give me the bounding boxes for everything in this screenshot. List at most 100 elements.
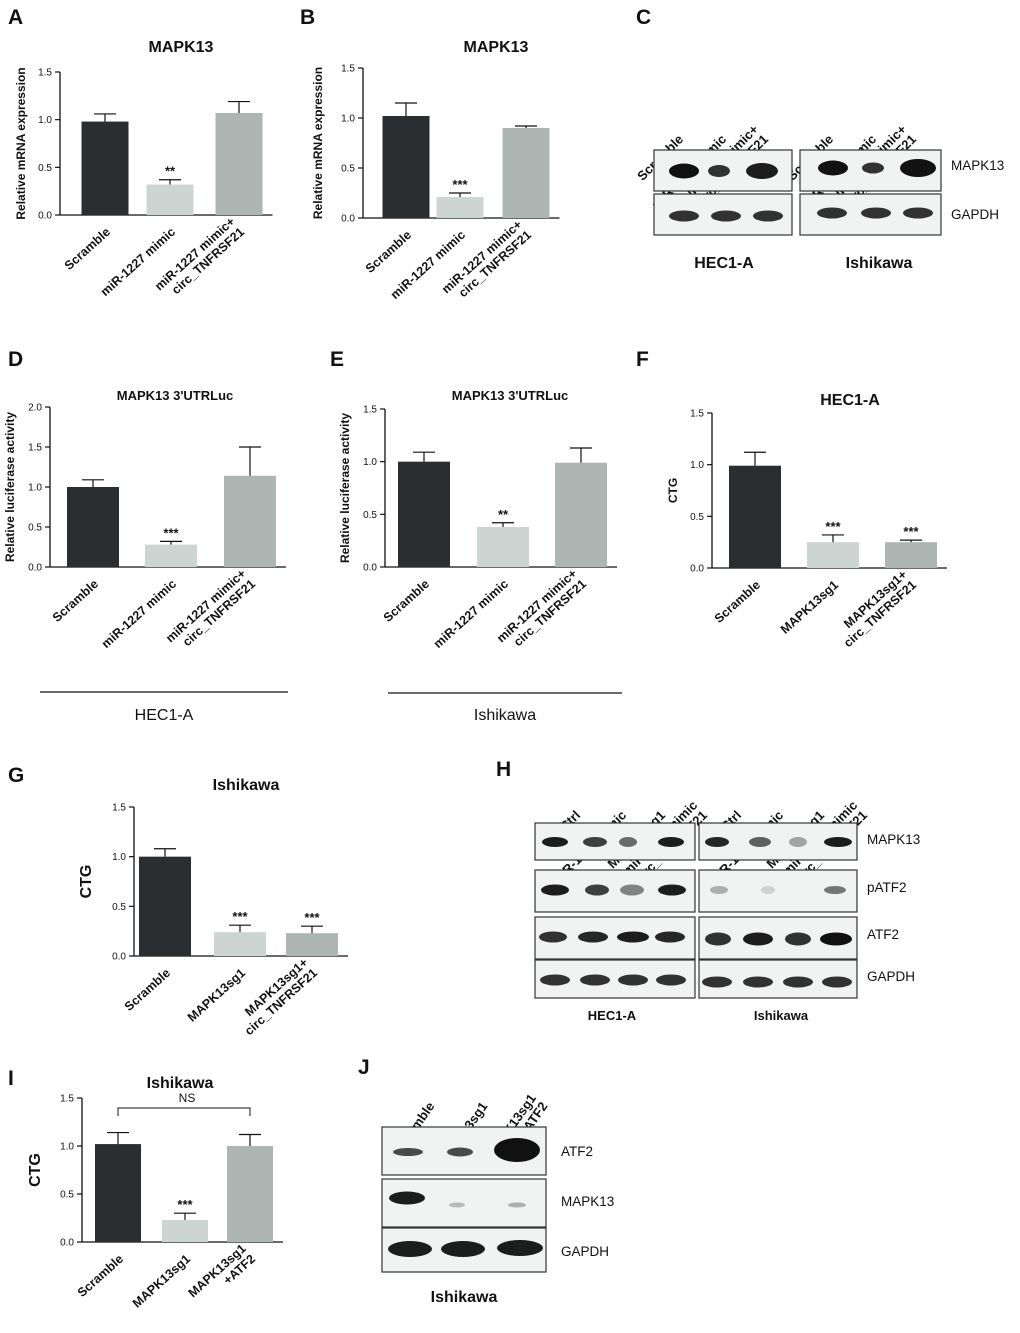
blot-band	[580, 974, 610, 986]
blot-band	[441, 1241, 485, 1257]
y-axis-label: CTG	[27, 1153, 44, 1187]
bar	[146, 184, 194, 215]
significance-label: ***	[903, 524, 919, 539]
blot-band	[449, 1202, 465, 1208]
blot-band	[658, 884, 686, 896]
blot-band	[746, 163, 778, 179]
chart-title: MAPK13 3'UTRLuc	[117, 388, 234, 403]
blot-band	[708, 165, 730, 177]
x-tick-label-line: MAPK13sg1	[130, 1252, 193, 1311]
chart-panel-i: I Ishikawa 0.0 0.5 1.0 1.5 CTG Scramble *** MAPK1…	[8, 1067, 283, 1311]
chart-panel-g: G Ishikawa 0.0 0.5 1.0 1.5 CTG Scramble *** MAPK1…	[8, 764, 348, 1038]
blot-band	[711, 210, 741, 222]
y-tick-label: 1.0	[60, 1142, 74, 1153]
x-tick-label-line: Scramble	[62, 225, 113, 273]
y-tick-label: 0.5	[341, 164, 355, 175]
y-tick-label: 1.0	[28, 483, 42, 494]
significance-label: ***	[163, 525, 179, 540]
cell-line-label: HEC1-A	[588, 1008, 637, 1023]
significance-label: ***	[304, 910, 320, 925]
blot-band	[824, 837, 852, 847]
x-tick-label: Scramble	[122, 966, 173, 1014]
x-tick-label: miR-1227 mimic+circ_TNFRSF21	[494, 566, 589, 649]
blot-band	[903, 207, 933, 219]
y-axis-label: CTG	[666, 478, 680, 503]
y-tick-label: 0.5	[38, 163, 52, 174]
chart-title: MAPK13 3'UTRLuc	[452, 388, 569, 403]
x-tick-label: Scramble	[62, 225, 113, 273]
x-tick-label: Scramble	[712, 578, 763, 626]
blot-band	[541, 884, 569, 896]
blot-band	[583, 837, 607, 847]
panel-label: H	[496, 758, 511, 781]
blot-band	[618, 974, 648, 986]
panel-label: D	[8, 348, 23, 371]
blot-band	[497, 1240, 543, 1256]
protein-label: MAPK13	[561, 1194, 614, 1209]
blot-band	[585, 884, 609, 896]
x-tick-label: MAPK13sg1+circ_TNFRSF21	[841, 567, 919, 650]
x-tick-label: MAPK13sg1	[185, 966, 248, 1025]
blot-band	[389, 1191, 425, 1205]
chart-title: MAPK13	[149, 39, 214, 56]
blot-band	[789, 837, 807, 847]
bar	[214, 932, 266, 956]
blot-band	[620, 884, 644, 896]
x-tick-label: Scramble	[363, 228, 414, 276]
y-tick-label: 0.0	[28, 563, 42, 574]
bar	[81, 121, 129, 215]
blot-band	[710, 886, 728, 894]
blot-band	[669, 210, 699, 222]
blot-band	[669, 163, 699, 179]
blot-band	[818, 160, 848, 176]
bar	[286, 933, 338, 956]
protein-label: MAPK13	[867, 832, 920, 847]
x-tick-label-line: Scramble	[712, 578, 763, 626]
chart-title: HEC1-A	[820, 392, 880, 409]
chart-panel-b: B MAPK13 0.0 0.5 1.0 1.5 Relative mRNA express…	[300, 6, 560, 302]
panel-label: E	[330, 348, 344, 371]
blot-band	[539, 931, 567, 943]
panel-label: A	[8, 6, 23, 29]
panel-label: F	[636, 348, 649, 371]
bar	[398, 461, 450, 567]
bar	[807, 542, 859, 568]
significance-label: ***	[452, 177, 468, 192]
x-tick-label: miR-1227 mimic+circ_TNFRSF21	[439, 217, 534, 300]
x-tick-label: MAPK13sg1+ATF2	[186, 1241, 258, 1300]
y-tick-label: 1.5	[28, 443, 42, 454]
x-tick-label: MAPK13sg1	[778, 578, 841, 637]
bar	[95, 1144, 141, 1242]
chart-title: Ishikawa	[213, 777, 280, 794]
blot-band	[820, 932, 852, 946]
blot-band	[862, 162, 884, 174]
cell-line-label: HEC1-A	[694, 255, 754, 272]
blot-band	[743, 976, 773, 988]
y-tick-label: 0.5	[60, 1190, 74, 1201]
blot-band	[578, 931, 608, 943]
blot-band	[753, 210, 783, 222]
chart-panel-f: F HEC1-A 0.0 0.5 1.0 1.5 CTG Scramble *** MAPK13s…	[636, 348, 947, 650]
chart-title: MAPK13	[464, 39, 529, 56]
blot-panel-h: HCtrlmiR-1227 mimicMAPK13sg1miR-1227 mim…	[496, 758, 920, 1023]
protein-label: pATF2	[867, 880, 907, 895]
y-tick-label: 1.5	[38, 68, 52, 79]
protein-label: GAPDH	[951, 207, 999, 222]
y-tick-label: 0.0	[112, 952, 126, 963]
blot-band	[817, 207, 847, 219]
group-label: Ishikawa	[474, 707, 536, 724]
blot-band	[494, 1138, 540, 1162]
bar	[145, 544, 197, 567]
y-tick-label: 1.0	[341, 114, 355, 125]
y-tick-label: 1.0	[38, 115, 52, 126]
blot-band	[619, 837, 637, 847]
cell-line-label: Ishikawa	[846, 255, 913, 272]
bar	[162, 1219, 208, 1242]
x-tick-label-line: Scramble	[381, 577, 432, 625]
significance-label: ***	[232, 909, 248, 924]
bar	[67, 487, 119, 567]
blot-band	[749, 837, 771, 847]
protein-label: GAPDH	[561, 1244, 609, 1259]
